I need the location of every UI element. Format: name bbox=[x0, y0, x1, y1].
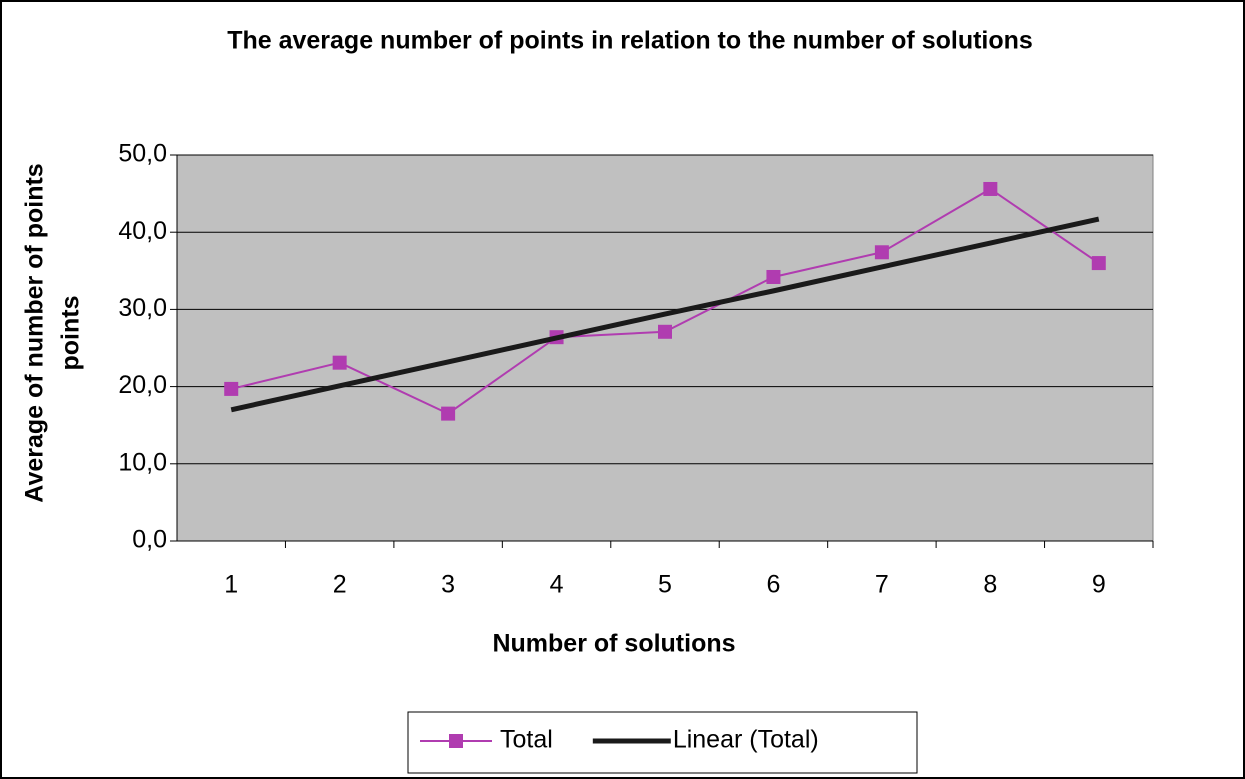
point-marker bbox=[224, 381, 239, 396]
y-axis-label: Average of number of points bbox=[21, 163, 49, 502]
point-marker bbox=[332, 355, 347, 370]
y-tick-label: 50,0 bbox=[118, 140, 167, 168]
y-tick-label: 30,0 bbox=[118, 294, 167, 322]
legend-marker bbox=[449, 734, 463, 748]
y-tick-label: 40,0 bbox=[118, 217, 167, 245]
chart-title: The average number of points in relation… bbox=[227, 27, 1033, 55]
legend-label: Linear (Total) bbox=[673, 726, 819, 754]
x-tick-label: 7 bbox=[875, 571, 889, 599]
series-line bbox=[230, 216, 1100, 413]
y-tick-label: 0,0 bbox=[132, 526, 167, 554]
x-tick-label: 1 bbox=[224, 571, 238, 599]
y-axis-label: points bbox=[57, 296, 85, 371]
x-axis-label: Number of solutions bbox=[492, 630, 735, 658]
point-marker bbox=[1091, 256, 1106, 271]
x-tick-label: 8 bbox=[983, 571, 997, 599]
x-tick-label: 3 bbox=[441, 571, 455, 599]
point-marker bbox=[658, 324, 672, 339]
x-tick-label: 5 bbox=[658, 571, 672, 599]
plot-area bbox=[176, 154, 1154, 542]
y-tick-label: 20,0 bbox=[118, 371, 167, 399]
x-tick-label: 9 bbox=[1092, 571, 1106, 599]
point-marker bbox=[441, 406, 456, 421]
x-tick-label: 4 bbox=[550, 571, 564, 599]
x-tick-label: 2 bbox=[333, 571, 347, 599]
legend-label: Total bbox=[500, 726, 553, 754]
point-marker bbox=[766, 269, 781, 284]
y-tick-label: 10,0 bbox=[118, 448, 167, 476]
point-marker bbox=[983, 181, 998, 196]
point-marker bbox=[874, 245, 889, 260]
x-tick-label: 6 bbox=[766, 571, 780, 599]
